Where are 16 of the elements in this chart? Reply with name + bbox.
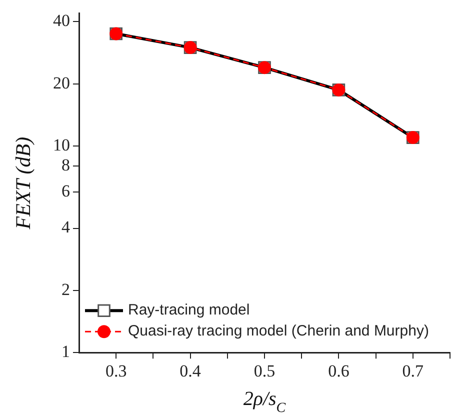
legend-label: Ray-tracing model xyxy=(128,302,250,319)
y-tick-label: 4 xyxy=(62,218,70,237)
y-tick-label: 1 xyxy=(62,342,70,362)
x-tick-label: 0.7 xyxy=(402,361,424,380)
y-tick-label: 6 xyxy=(62,181,70,200)
y-tick-label: 8 xyxy=(62,156,70,175)
y-tick-label: 10 xyxy=(53,136,70,155)
x-tick-label: 0.5 xyxy=(254,361,276,380)
y-tick-label: 2 xyxy=(62,280,70,299)
y-tick-label: 40 xyxy=(53,11,70,30)
legend-label: Quasi-ray tracing model (Cherin and Murphy) xyxy=(128,322,429,340)
x-tick-label: 0.6 xyxy=(328,361,350,380)
y-tick-label: 20 xyxy=(53,73,70,92)
y-axis-title: FEXT (dB) xyxy=(11,136,35,230)
x-tick-label: 0.4 xyxy=(180,361,202,380)
x-tick-label: 0.3 xyxy=(105,361,127,380)
